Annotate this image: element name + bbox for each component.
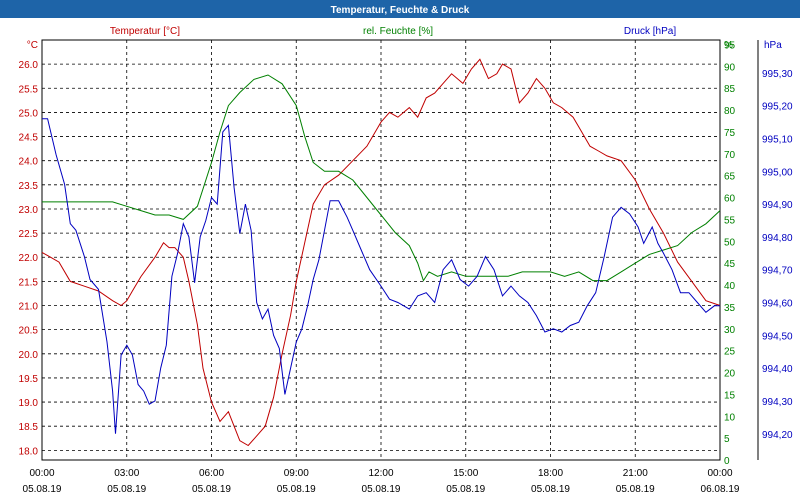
temperature-tick-label: 25.0 <box>19 108 39 119</box>
humidity-tick-label: 0 <box>724 456 730 467</box>
pressure-tick-label: 994,70 <box>762 266 793 277</box>
humidity-tick-label: 35 <box>724 303 736 314</box>
pressure-tick-label: 994,80 <box>762 233 793 244</box>
humidity-tick-label: 60 <box>724 194 736 205</box>
humidity-tick-label: 30 <box>724 325 736 336</box>
humidity-tick-label: 15 <box>724 390 736 401</box>
x-tick-label-time: 03:00 <box>114 468 139 479</box>
humidity-tick-label: 10 <box>724 412 736 423</box>
grid <box>41 39 721 461</box>
temperature-axis-unit: °C <box>27 40 38 51</box>
x-tick-label-date: 05.08.19 <box>362 484 401 495</box>
chart-title: Temperatur, Feuchte & Druck <box>331 5 470 16</box>
legend-item: Temperatur [°C] <box>110 26 180 37</box>
temperature-tick-label: 18.5 <box>19 422 39 433</box>
title-bar <box>0 0 800 18</box>
temperature-tick-label: 19.0 <box>19 398 39 409</box>
x-tick-label-date: 05.08.19 <box>531 484 570 495</box>
temperature-tick-label: 24.5 <box>19 133 39 144</box>
x-tick-label-time: 15:00 <box>453 468 478 479</box>
humidity-tick-label: 90 <box>724 62 736 73</box>
temperature-tick-label: 21.5 <box>19 277 39 288</box>
temperature-tick-label: 22.0 <box>19 253 39 264</box>
x-tick-label-date: 05.08.19 <box>277 484 316 495</box>
x-tick-label-time: 12:00 <box>368 468 393 479</box>
pressure-line <box>42 118 720 434</box>
x-tick-label-date: 05.08.19 <box>23 484 62 495</box>
humidity-tick-label: 50 <box>724 237 736 248</box>
x-tick-label-time: 06:00 <box>199 468 224 479</box>
pressure-tick-label: 994,30 <box>762 397 793 408</box>
x-tick-label-time: 00:00 <box>707 468 732 479</box>
temperature-line <box>41 58 721 447</box>
pressure-tick-label: 994,50 <box>762 331 793 342</box>
temperature-tick-label: 25.5 <box>19 84 39 95</box>
humidity-tick-label: 95 <box>724 40 736 51</box>
pressure-tick-label: 995,30 <box>762 69 793 80</box>
temperature-tick-label: 19.5 <box>19 374 39 385</box>
x-tick-label-time: 00:00 <box>29 468 54 479</box>
axes: 00:00 05.08.19 03:00 05.08.19 06:00 05.08.19 0… <box>19 40 793 495</box>
temperature-tick-label: 23.5 <box>19 181 39 192</box>
humidity-line <box>42 74 721 282</box>
pressure-tick-label: 995,10 <box>762 134 793 145</box>
temperature-tick-label: 21.0 <box>19 302 39 313</box>
pressure-tick-label: 994,20 <box>762 430 793 441</box>
humidity-tick-label: 85 <box>724 84 736 95</box>
temperature-tick-label: 20.0 <box>19 350 39 361</box>
series-group <box>41 58 721 447</box>
temperature-tick-label: 23.0 <box>19 205 39 216</box>
humidity-tick-label: 65 <box>724 172 736 183</box>
humidity-tick-label: 20 <box>724 369 736 380</box>
humidity-tick-label: 70 <box>724 150 736 161</box>
x-tick-label-date: 06.08.19 <box>701 484 740 495</box>
legend-item: Druck [hPa] <box>624 26 676 37</box>
x-tick-label-date: 05.08.19 <box>616 484 655 495</box>
humidity-axis-unit: % <box>724 40 733 51</box>
x-tick-label-date: 05.08.19 <box>107 484 146 495</box>
humidity-tick-label: 55 <box>724 215 736 226</box>
x-tick-label-date: 05.08.19 <box>446 484 485 495</box>
x-tick-label-time: 21:00 <box>623 468 648 479</box>
x-tick-label-time: 09:00 <box>284 468 309 479</box>
humidity-tick-label: 25 <box>724 347 736 358</box>
pressure-tick-label: 995,00 <box>762 167 793 178</box>
x-tick-label-date: 05.08.19 <box>192 484 231 495</box>
humidity-tick-label: 5 <box>724 434 730 445</box>
humidity-tick-label: 75 <box>724 128 736 139</box>
legend-item: rel. Feuchte [%] <box>363 26 433 37</box>
pressure-tick-label: 994,40 <box>762 364 793 375</box>
temperature-tick-label: 18.0 <box>19 446 39 457</box>
temperature-tick-label: 20.5 <box>19 326 39 337</box>
x-tick-label-time: 18:00 <box>538 468 563 479</box>
temperature-tick-label: 22.5 <box>19 229 39 240</box>
humidity-tick-label: 45 <box>724 259 736 270</box>
pressure-tick-label: 994,60 <box>762 299 793 310</box>
pressure-tick-label: 995,20 <box>762 102 793 113</box>
humidity-tick-label: 80 <box>724 106 736 117</box>
temperature-tick-label: 26.0 <box>19 60 39 71</box>
humidity-tick-label: 40 <box>724 281 736 292</box>
temperature-tick-label: 24.0 <box>19 157 39 168</box>
legend: Temperatur [°C] rel. Feuchte [%] Druck [hP… <box>110 26 676 37</box>
pressure-tick-label: 994,90 <box>762 200 793 211</box>
pressure-axis-unit: hPa <box>764 40 782 51</box>
